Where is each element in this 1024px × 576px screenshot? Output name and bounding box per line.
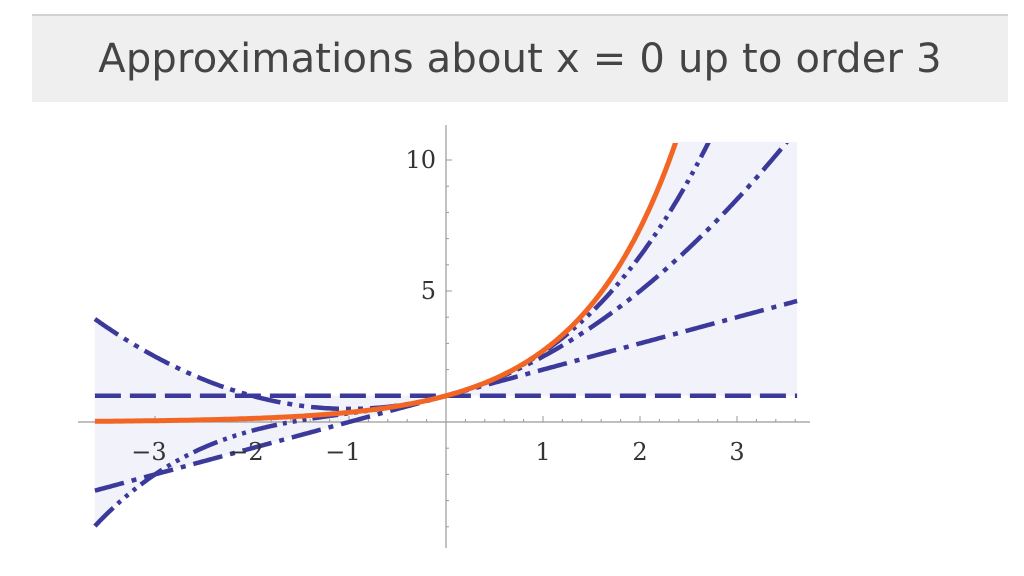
x-tick-label: 3 — [729, 438, 744, 466]
exp-function-curve — [94, 143, 679, 424]
x-tick-label: −1 — [325, 438, 360, 466]
y-tick-label: 5 — [421, 277, 436, 305]
approximation-band — [94, 141, 798, 527]
title-bar: Approximations about x = 0 up to order 3 — [32, 16, 1008, 102]
x-tick-label: −2 — [228, 438, 263, 466]
top-divider — [32, 14, 1008, 16]
x-tick-label: 2 — [632, 438, 647, 466]
y-tick-label: 10 — [405, 146, 436, 174]
x-tick-label: −3 — [131, 438, 166, 466]
x-tick-label: 1 — [535, 438, 550, 466]
chart-title: Approximations about x = 0 up to order 3 — [98, 36, 942, 82]
